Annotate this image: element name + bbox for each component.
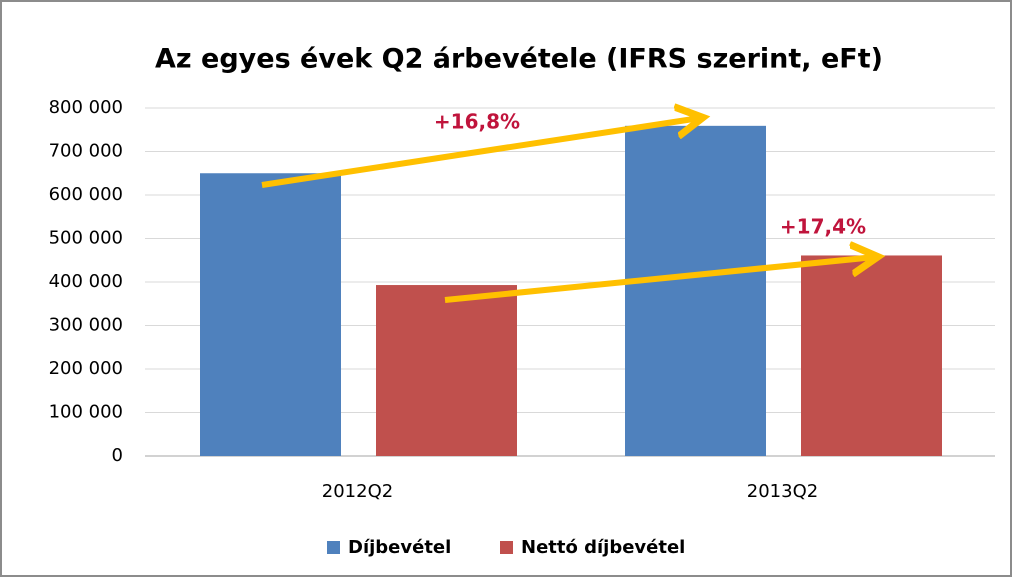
bar <box>801 255 942 456</box>
legend-label: Díjbevétel <box>348 537 451 558</box>
growth-arrow <box>444 257 875 303</box>
growth-arrow <box>261 118 700 188</box>
chart-title: Az egyes évek Q2 árbevétele (IFRS szerin… <box>155 44 883 75</box>
legend-swatch <box>500 541 513 554</box>
bar <box>376 285 517 456</box>
annotation: +17,4% <box>780 215 866 239</box>
y-tick-label: 400 000 <box>49 271 123 292</box>
y-tick-label: 300 000 <box>49 315 123 336</box>
y-tick-label: 100 000 <box>49 402 123 423</box>
y-tick-label: 500 000 <box>49 228 123 249</box>
legend-swatch <box>327 541 340 554</box>
legend-label: Nettó díjbevétel <box>521 537 685 558</box>
bar <box>200 173 341 456</box>
annotation: +16,8% <box>434 110 520 134</box>
x-tick-label: 2012Q2 <box>322 481 393 502</box>
y-tick-label: 600 000 <box>49 184 123 205</box>
y-tick-label: 0 <box>112 445 123 466</box>
y-tick-label: 200 000 <box>49 358 123 379</box>
y-tick-label: 700 000 <box>49 141 123 162</box>
y-tick-label: 800 000 <box>49 97 123 118</box>
bar <box>625 125 766 457</box>
x-tick-label: 2013Q2 <box>747 481 818 502</box>
